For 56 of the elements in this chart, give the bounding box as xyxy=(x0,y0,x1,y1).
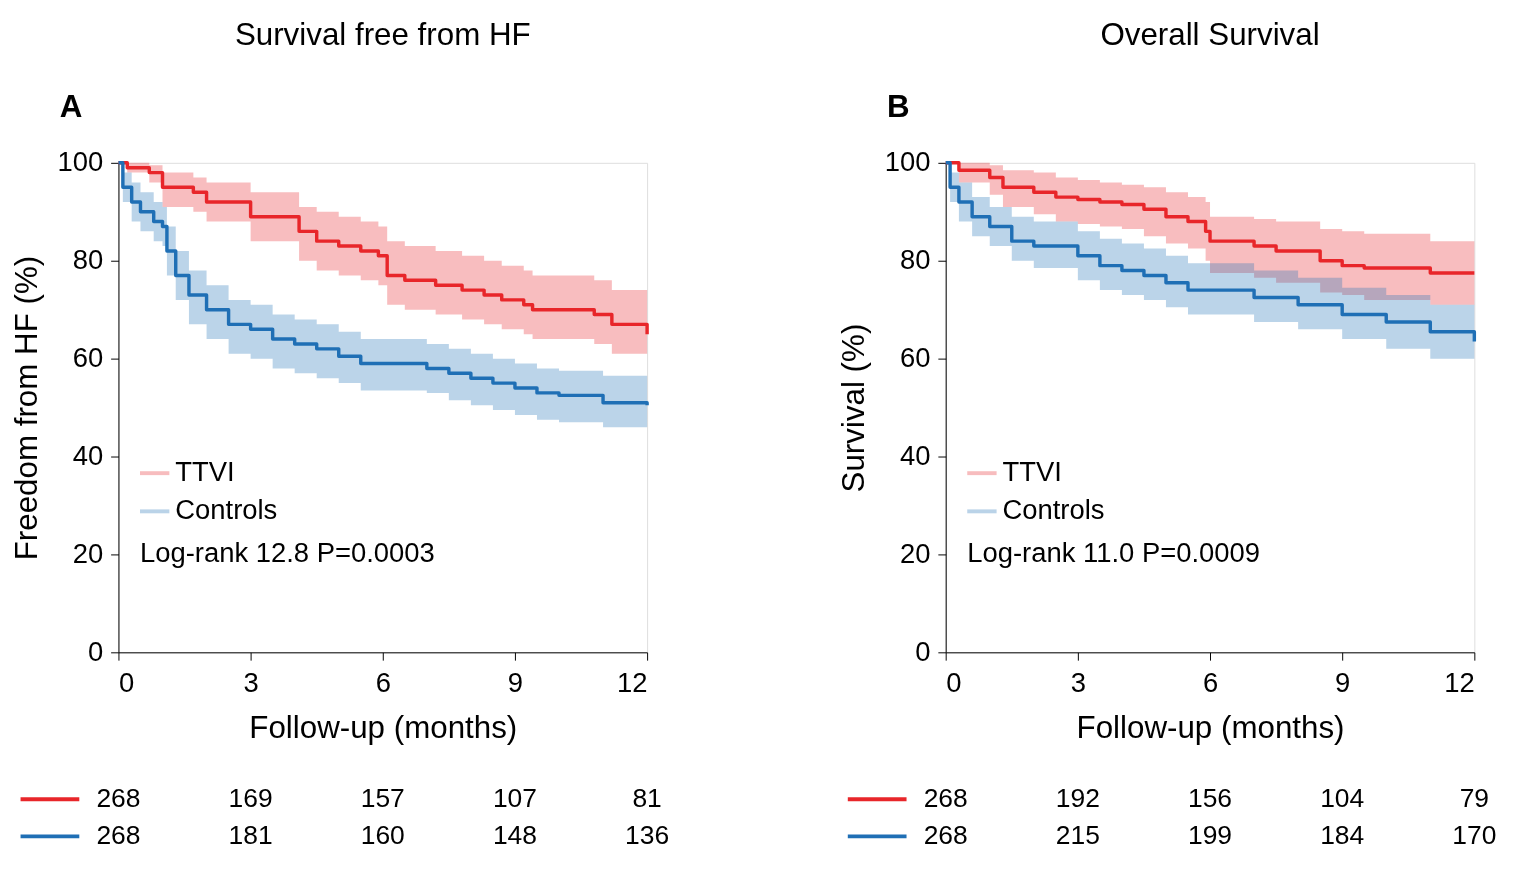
text: 268 xyxy=(923,783,968,813)
x-tick-label: 6 xyxy=(375,666,391,698)
text: 156 xyxy=(1187,783,1233,813)
text: A xyxy=(59,88,83,124)
text: 268 xyxy=(923,820,968,851)
y-tick-label: 0 xyxy=(88,635,104,667)
y-tick-label: 60 xyxy=(72,341,104,373)
x-tick-label: 9 xyxy=(1335,666,1351,698)
text: 136 xyxy=(625,820,670,851)
chart-title: Survival free from HF xyxy=(234,17,531,53)
y-tick-label: 20 xyxy=(72,537,104,569)
x-tick-label: 3 xyxy=(243,666,259,698)
text: 81 xyxy=(632,783,662,813)
y-tick-label: 40 xyxy=(72,439,104,471)
text: 107 xyxy=(492,783,537,813)
x-tick-label: 6 xyxy=(1202,666,1219,698)
text: 192 xyxy=(1055,783,1100,813)
y-tick-label: 0 xyxy=(915,635,931,667)
y-tick-label: 80 xyxy=(72,244,104,276)
x-tick-label: 12 xyxy=(617,666,648,698)
legend-label: Controls xyxy=(175,494,278,526)
text: 215 xyxy=(1055,820,1100,851)
y-tick-label: 20 xyxy=(900,537,931,569)
text: 79 xyxy=(1459,783,1490,813)
legend-label: TTVI xyxy=(175,456,235,487)
text: 170 xyxy=(1452,820,1497,851)
text: 184 xyxy=(1320,820,1365,851)
y-axis-title: Survival (%) xyxy=(836,323,872,493)
text: 199 xyxy=(1187,820,1233,851)
annotation: Log-rank 11.0 P=0.0009 xyxy=(967,537,1261,569)
text: B xyxy=(886,88,910,124)
x-tick-label: 0 xyxy=(946,666,962,698)
y-axis-title: Freedom from HF (%) xyxy=(8,255,44,561)
text: 148 xyxy=(492,820,537,851)
text: 160 xyxy=(360,820,405,851)
y-tick-label: 40 xyxy=(900,439,931,471)
text: 169 xyxy=(228,783,273,813)
y-tick-label: 100 xyxy=(884,146,931,178)
x-tick-label: 9 xyxy=(507,666,524,698)
x-axis-title: Follow-up (months) xyxy=(1076,709,1345,745)
y-tick-label: 60 xyxy=(900,341,931,373)
text: 181 xyxy=(228,820,273,851)
legend-label: TTVI xyxy=(1002,456,1062,487)
text: 104 xyxy=(1320,783,1365,813)
y-tick-label: 80 xyxy=(900,244,931,276)
x-axis-title: Follow-up (months) xyxy=(249,709,518,745)
x-tick-label: 12 xyxy=(1444,666,1475,698)
annotation: Log-rank 12.8 P=0.0003 xyxy=(139,537,435,569)
text: 268 xyxy=(96,783,141,813)
x-tick-label: 0 xyxy=(118,666,135,698)
text: 268 xyxy=(96,820,141,851)
x-tick-label: 3 xyxy=(1070,666,1086,698)
chart-title: Overall Survival xyxy=(1100,17,1320,53)
text: 157 xyxy=(360,783,405,813)
y-tick-label: 100 xyxy=(57,146,104,178)
legend-label: Controls xyxy=(1002,494,1105,526)
